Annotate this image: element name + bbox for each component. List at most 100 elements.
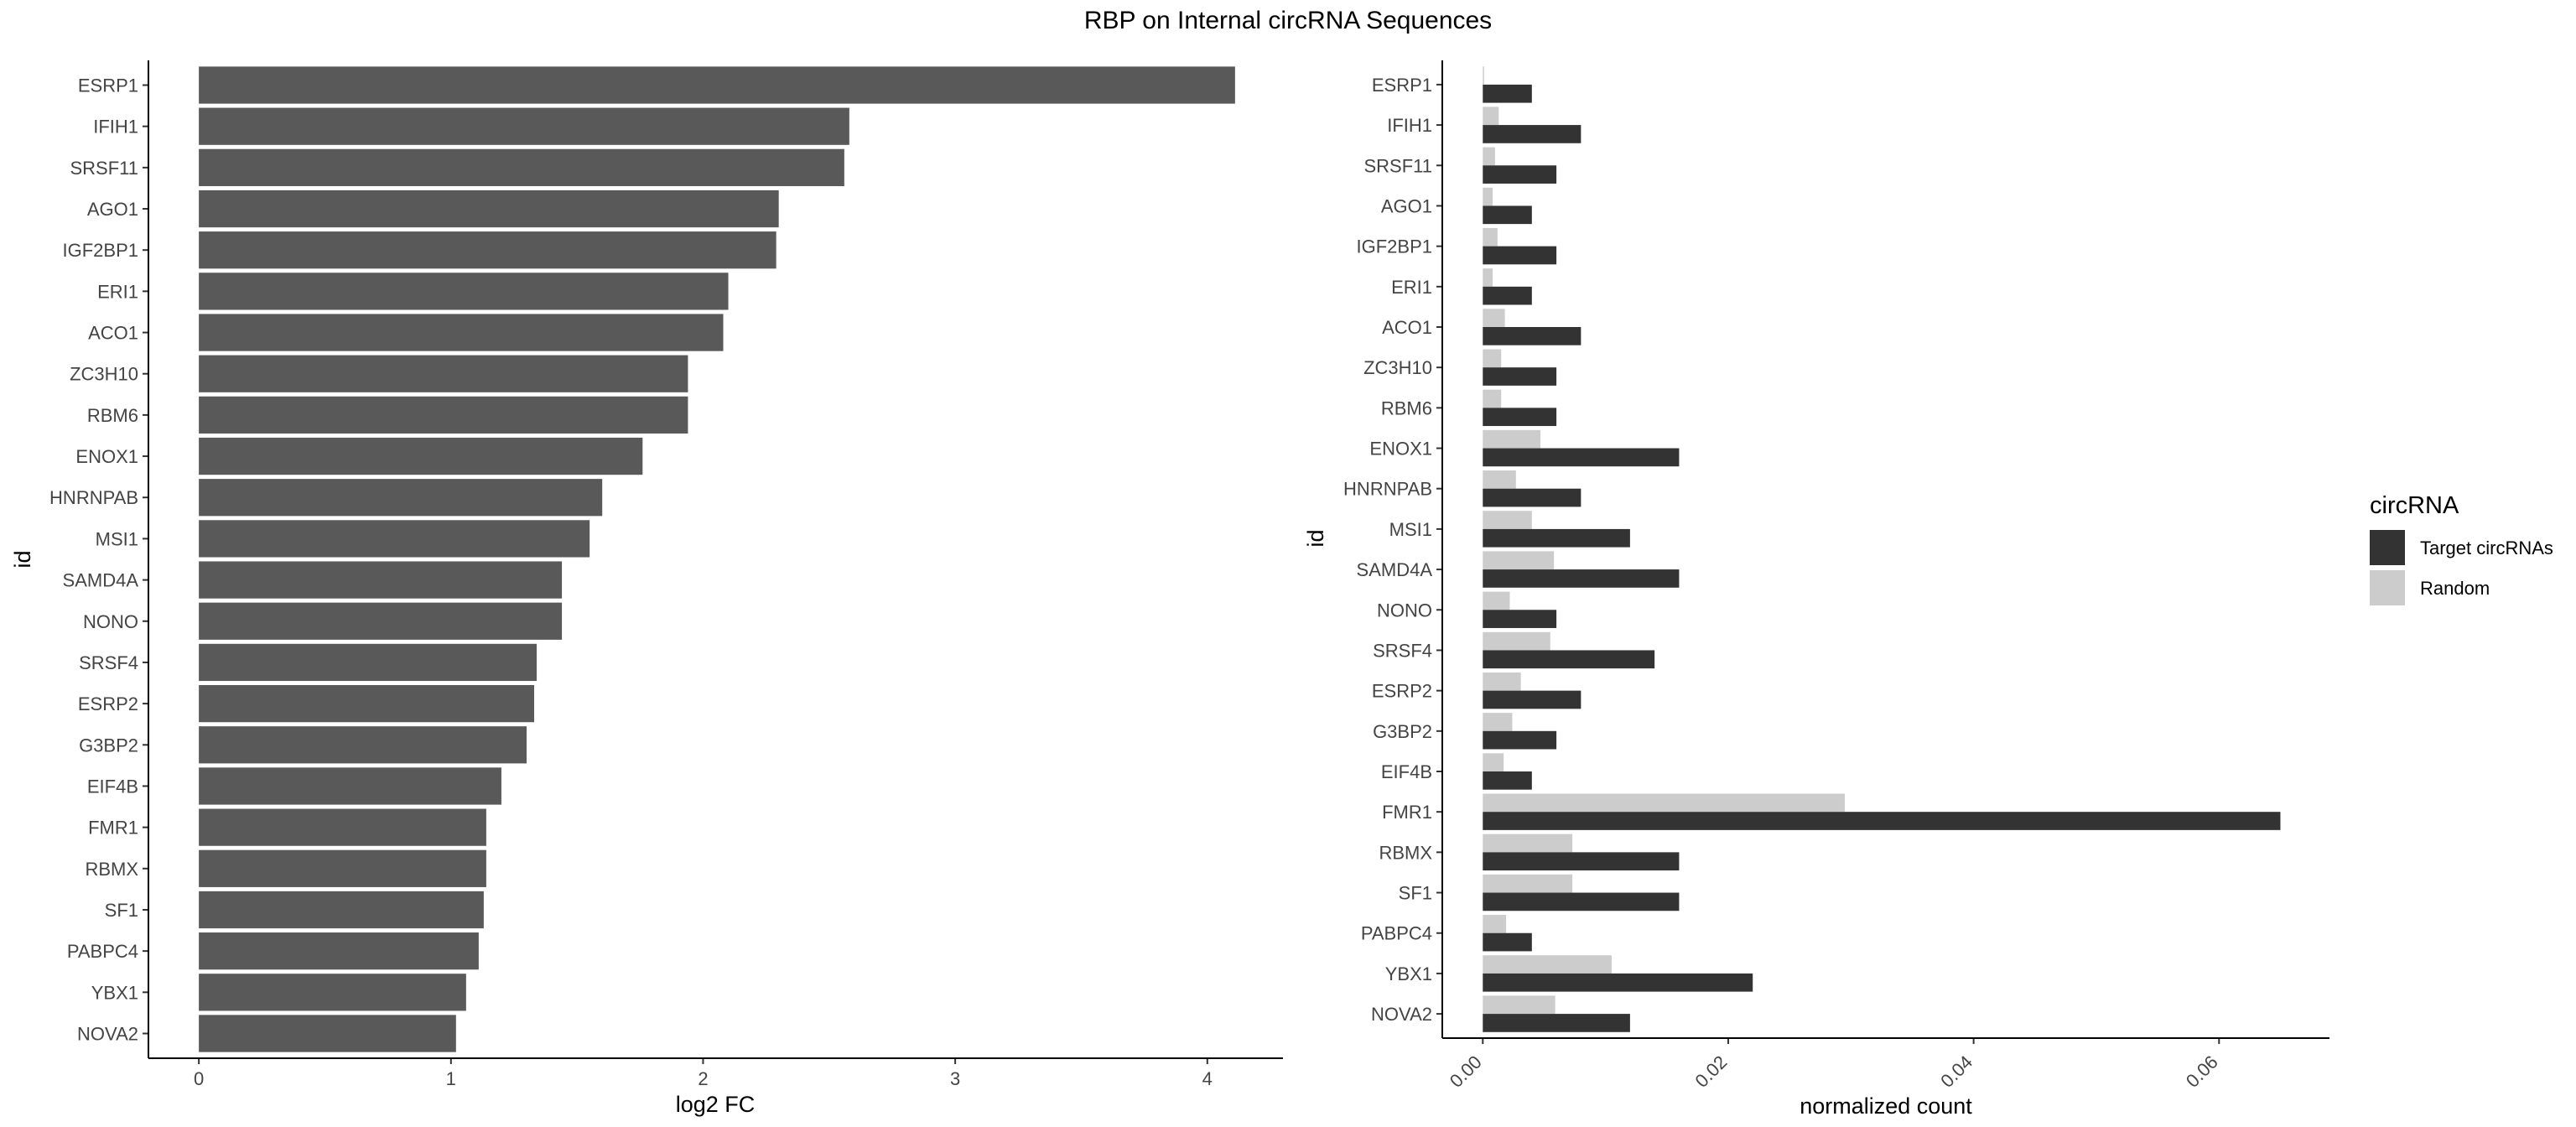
- target-bar-esrp2: [1483, 690, 1581, 709]
- log2fc-bar-ybx1: [199, 974, 466, 1011]
- normalized-count-y-tick-label: ERI1: [1391, 277, 1432, 298]
- random-bar-rbmx: [1483, 834, 1573, 853]
- log2fc-bar-nova2: [199, 1015, 456, 1052]
- normalized-count-y-tick-label: HNRNPAB: [1343, 479, 1432, 500]
- normalized-count-y-tick-label: EIF4B: [1381, 761, 1432, 782]
- log2fc-y-tick-label: SRSF4: [79, 652, 138, 673]
- log2fc-bar-aco1: [199, 314, 724, 351]
- log2fc-x-tick-labels: 0 1 2 3 4: [194, 1058, 1213, 1089]
- random-bar-srsf11: [1483, 147, 1495, 166]
- log2fc-bar-samd4a: [199, 561, 563, 599]
- normalized-count-y-tick-label: ESRP1: [1372, 75, 1432, 96]
- chart-title: RBP on Internal circRNA Sequences: [1084, 7, 1492, 34]
- target-bar-hnrnpab: [1483, 488, 1581, 507]
- log2fc-y-tick-label: HNRNPAB: [49, 487, 138, 508]
- legend-title: circRNA: [2370, 492, 2459, 519]
- log2fc-bar-eri1: [199, 273, 729, 310]
- log2fc-y-tick-label: ENOX1: [75, 446, 138, 467]
- random-bar-nono: [1483, 591, 1510, 610]
- normalized-count-y-tick-label: MSI1: [1389, 519, 1432, 540]
- log2fc-bar-esrp1: [199, 66, 1235, 104]
- normalized-count-x-axis-label: normalized count: [1800, 1093, 1972, 1119]
- target-bar-samd4a: [1483, 569, 1680, 588]
- target-bar-g3bp2: [1483, 730, 1557, 750]
- log2fc-y-tick-label: IGF2BP1: [63, 240, 138, 261]
- target-bar-sf1: [1483, 892, 1680, 911]
- random-bar-ago1: [1483, 187, 1493, 206]
- target-bar-nono: [1483, 610, 1557, 628]
- log2fc-x-tick-label: 3: [950, 1068, 960, 1089]
- log2fc-y-tick-label: RBM6: [87, 405, 138, 426]
- legend-label-random: Random: [2420, 578, 2490, 599]
- log2fc-panel: ESRP1 IFIH1 SRSF11 AGO1 IGF2BP1 ERI1 ACO1 ZC3H1…: [10, 60, 1283, 1117]
- normalized-count-y-tick-label: ESRP2: [1372, 681, 1432, 702]
- log2fc-bar-enox1: [199, 437, 643, 475]
- log2fc-bar-g3bp2: [199, 726, 527, 764]
- log2fc-bar-srsf4: [199, 643, 538, 682]
- target-bar-msi1: [1483, 528, 1630, 548]
- target-bar-eif4b: [1483, 771, 1532, 790]
- target-bar-ifih1: [1483, 125, 1581, 143]
- log2fc-y-tick-label: EIF4B: [87, 776, 138, 797]
- normalized-count-x-tick-label: 0.06: [2182, 1052, 2222, 1092]
- normalized-count-y-tick-label: ACO1: [1382, 317, 1432, 338]
- log2fc-x-axis-label: log2 FC: [676, 1092, 756, 1117]
- log2fc-y-tick-labels: ESRP1 IFIH1 SRSF11 AGO1 IGF2BP1 ERI1 ACO1 ZC3H1…: [49, 75, 148, 1044]
- log2fc-bar-srsf11: [199, 148, 844, 186]
- random-bar-pabpc4: [1483, 915, 1507, 933]
- log2fc-y-tick-label: G3BP2: [79, 735, 138, 756]
- target-bar-srsf4: [1483, 650, 1655, 669]
- log2fc-y-tick-label: NONO: [83, 611, 138, 632]
- log2fc-y-tick-label: SF1: [105, 900, 138, 921]
- target-bar-esrp1: [1483, 84, 1532, 103]
- log2fc-bar-hnrnpab: [199, 479, 603, 517]
- log2fc-y-tick-label: ERI1: [97, 281, 138, 302]
- normalized-count-y-tick-label: SRSF11: [1363, 155, 1432, 176]
- log2fc-bars: [199, 66, 1235, 1052]
- target-bar-pabpc4: [1483, 932, 1532, 952]
- target-bar-zc3h10: [1483, 367, 1557, 386]
- log2fc-x-tick-label: 0: [194, 1068, 204, 1089]
- log2fc-x-tick-label: 2: [698, 1068, 708, 1089]
- normalized-count-x-tick-label: 0.04: [1936, 1052, 1976, 1092]
- log2fc-y-tick-label: YBX1: [91, 982, 138, 1003]
- random-bar-fmr1: [1483, 793, 1845, 813]
- log2fc-bar-eif4b: [199, 767, 501, 805]
- target-bar-rbm6: [1483, 408, 1557, 427]
- log2fc-y-tick-label: ESRP1: [78, 75, 138, 96]
- normalized-count-y-tick-label: ZC3H10: [1363, 357, 1432, 378]
- normalized-count-y-tick-label: SRSF4: [1373, 640, 1432, 661]
- log2fc-bar-rbmx: [199, 849, 486, 887]
- log2fc-y-tick-label: ESRP2: [78, 693, 138, 714]
- log2fc-y-tick-label: SRSF11: [70, 158, 138, 179]
- random-bar-zc3h10: [1483, 349, 1502, 368]
- random-bar-samd4a: [1483, 551, 1555, 570]
- normalized-count-y-tick-label: IGF2BP1: [1357, 236, 1432, 257]
- random-bar-hnrnpab: [1483, 470, 1516, 489]
- random-bar-rbm6: [1483, 389, 1502, 408]
- random-bar-ybx1: [1483, 955, 1612, 974]
- normalized-count-panel: ESRP1 IFIH1 SRSF11 AGO1 IGF2BP1 ERI1 ACO1 ZC3H1…: [1303, 60, 2329, 1119]
- target-bar-srsf11: [1483, 165, 1557, 184]
- log2fc-y-tick-label: ZC3H10: [70, 364, 138, 385]
- log2fc-bar-esrp2: [199, 684, 535, 723]
- target-bar-ybx1: [1483, 973, 1753, 992]
- log2fc-y-tick-label: PABPC4: [67, 941, 138, 962]
- log2fc-y-tick-label: NOVA2: [77, 1023, 138, 1044]
- normalized-count-y-tick-label: RBMX: [1379, 842, 1432, 863]
- normalized-count-y-tick-label: ENOX1: [1369, 439, 1432, 460]
- normalized-count-x-tick-label: 0.00: [1446, 1052, 1486, 1092]
- target-bar-igf2bp1: [1483, 246, 1557, 265]
- normalized-count-y-tick-label: AGO1: [1381, 195, 1432, 216]
- log2fc-bar-msi1: [199, 520, 590, 558]
- log2fc-bar-igf2bp1: [199, 231, 776, 269]
- target-bar-fmr1: [1483, 812, 2281, 830]
- legend-label-target-circrnas: Target circRNAs: [2420, 538, 2553, 558]
- target-bar-ago1: [1483, 205, 1532, 225]
- normalized-count-y-tick-label: FMR1: [1382, 802, 1432, 823]
- normalized-count-x-tick-labels: 0.00 0.02 0.04 0.06: [1446, 1038, 2222, 1092]
- target-bar-eri1: [1483, 286, 1532, 305]
- normalized-count-y-tick-label: YBX1: [1385, 963, 1432, 984]
- legend-key-target-circrnas: [2370, 530, 2405, 565]
- log2fc-bar-ago1: [199, 190, 779, 228]
